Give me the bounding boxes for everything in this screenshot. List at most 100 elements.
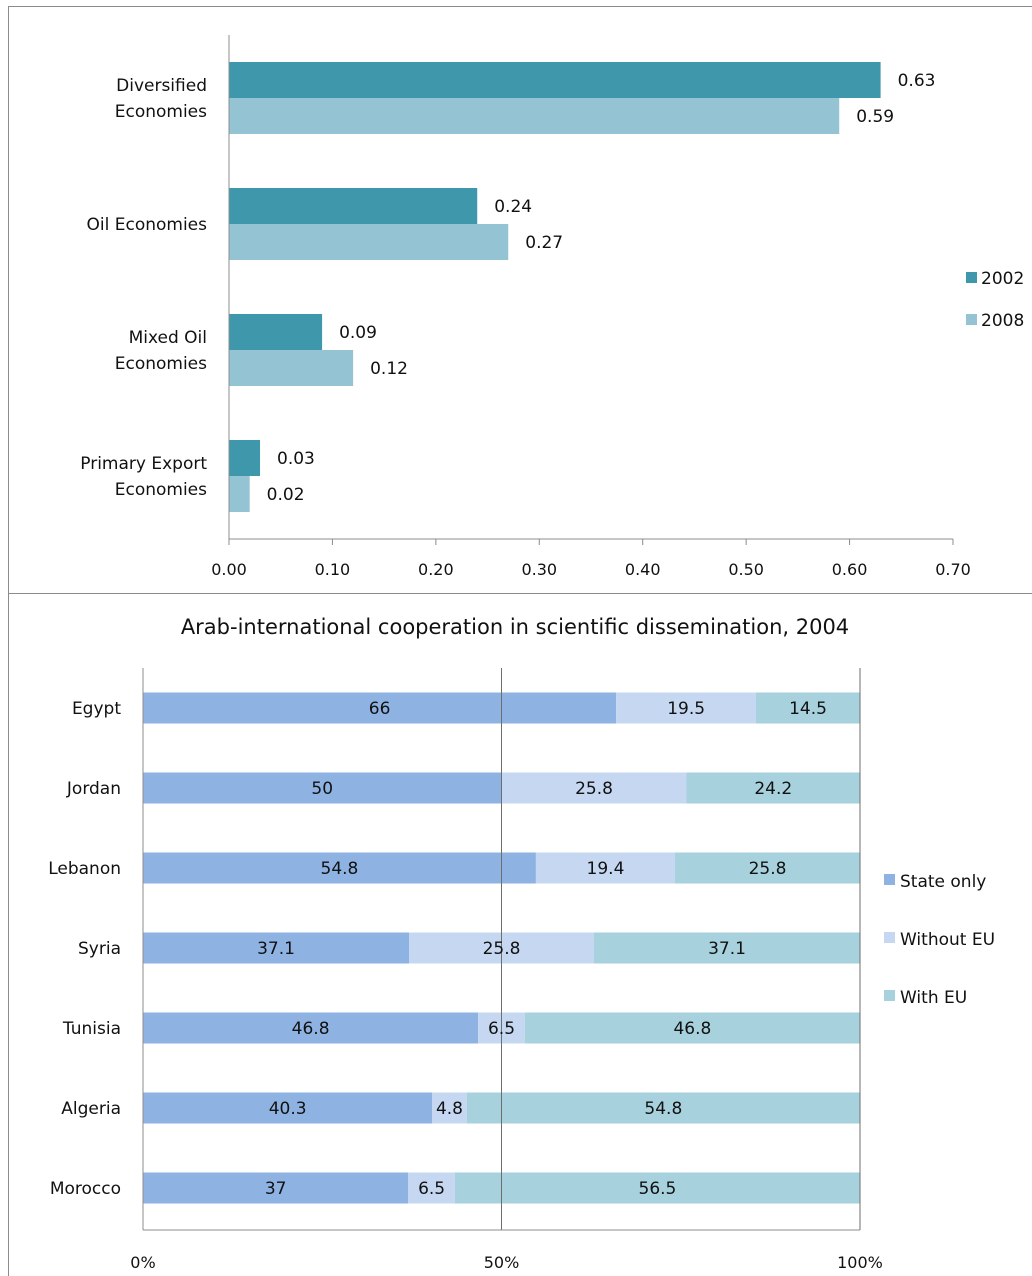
data-label-primary-export-economies-2008: 0.02 <box>267 485 305 505</box>
legend-label-2008: 2008 <box>981 311 1024 331</box>
data-label-morocco-state-only: 37 <box>265 1179 287 1199</box>
bar-diversified-economies-2008 <box>229 98 840 134</box>
category-label-tunisia: Tunisia <box>62 1019 121 1039</box>
chart1-data-labels: 0.630.59 0.24 0.27 0.09 0.12 0.03 0.02 <box>267 71 936 505</box>
cooperation-stacked-chart: Arab-international cooperation in scient… <box>48 615 995 1272</box>
bar-lebanon-without-eu <box>535 852 676 884</box>
data-label-primary-export-economies-2002: 0.03 <box>277 449 315 469</box>
x-tick-label-0: 0.00 <box>211 560 247 579</box>
bar-syria-state-only <box>143 932 410 964</box>
bar-tunisia-state-only <box>143 1012 479 1044</box>
data-label-mixed-oil-economies-2002: 0.09 <box>339 323 377 343</box>
bar-egypt-with-eu <box>756 692 860 724</box>
legend-swatch-state-only <box>884 874 895 885</box>
bar-algeria-without-eu <box>432 1092 467 1124</box>
data-label-lebanon-with-eu: 25.8 <box>749 859 787 879</box>
bar-primary-export-economies-2008 <box>229 476 250 512</box>
category-label-algeria: Algeria <box>61 1099 121 1119</box>
category-label-syria: Syria <box>78 939 121 959</box>
bar-syria-with-eu <box>593 932 860 964</box>
bar-jordan-with-eu <box>686 772 860 804</box>
economies-bar-chart: 0.00 0.10 0.20 0.30 0.40 0.50 0.60 0.70 Diversi… <box>80 35 1024 579</box>
bar-algeria-with-eu <box>466 1092 860 1124</box>
legend-label-without-eu: Without EU <box>900 930 995 950</box>
data-label-morocco-without-eu: 6.5 <box>418 1179 445 1199</box>
category-label-oil-economies-line-1: Oil Economies <box>87 215 208 235</box>
bar-oil-economies-2008 <box>229 224 509 260</box>
data-label-oil-economies-2002: 0.24 <box>494 197 532 217</box>
data-label-oil-economies-2008: 0.27 <box>525 233 563 253</box>
bar-diversified-economies-2002 <box>229 62 881 98</box>
bar-algeria-state-only <box>143 1092 433 1124</box>
data-label-lebanon-without-eu: 19.4 <box>587 859 625 879</box>
legend-label-with-eu: With EU <box>900 988 967 1008</box>
x-tick-label-5: 0.50 <box>728 560 764 579</box>
data-label-tunisia-with-eu: 46.8 <box>673 1019 711 1039</box>
data-label-egypt-state-only: 66 <box>369 699 391 719</box>
bar-lebanon-state-only <box>143 852 536 884</box>
category-label-primary-export-economies-line-2: Economies <box>115 480 207 500</box>
legend-swatch-2002 <box>966 272 977 283</box>
x-tick-label-1: 0.10 <box>315 560 351 579</box>
data-label-syria-with-eu: 37.1 <box>708 939 746 959</box>
data-label-mixed-oil-economies-2008: 0.12 <box>370 359 408 379</box>
bar-jordan-without-eu <box>501 772 687 804</box>
data-label-jordan-state-only: 50 <box>311 779 333 799</box>
data-label-egypt-without-eu: 19.5 <box>667 699 705 719</box>
category-label-mixed-oil-economies-line-1: Mixed Oil <box>129 328 207 348</box>
chart2-legend: State only Without EU With EU <box>884 872 995 1008</box>
bar-lebanon-with-eu <box>675 852 860 884</box>
bar-egypt-without-eu <box>616 692 757 724</box>
category-label-morocco: Morocco <box>50 1179 121 1199</box>
x-tick-label-2: 0.20 <box>418 560 454 579</box>
data-label-diversified-economies-2008: 0.59 <box>856 107 894 127</box>
data-label-tunisia-state-only: 46.8 <box>292 1019 330 1039</box>
chart2-x-ticks: 0% 50% 100% <box>130 1253 883 1272</box>
data-label-lebanon-state-only: 54.8 <box>321 859 359 879</box>
bar-morocco-state-only <box>143 1172 409 1204</box>
legend-swatch-2008 <box>966 314 977 325</box>
bar-oil-economies-2002 <box>229 188 478 224</box>
bar-primary-export-economies-2002 <box>229 440 261 476</box>
data-label-egypt-with-eu: 14.5 <box>789 699 827 719</box>
bar-jordan-state-only <box>143 772 502 804</box>
category-label-primary-export-economies-line-1: Primary Export <box>80 454 207 474</box>
x-tick-label-1: 50% <box>484 1253 520 1272</box>
category-label-diversified-economies-line-1: Diversified <box>116 76 207 96</box>
data-label-jordan-with-eu: 24.2 <box>754 779 792 799</box>
bar-mixed-oil-economies-2002 <box>229 314 323 350</box>
data-label-syria-state-only: 37.1 <box>257 939 295 959</box>
bar-tunisia-with-eu <box>524 1012 860 1044</box>
x-tick-label-2: 100% <box>837 1253 883 1272</box>
chart1-bars <box>229 62 881 512</box>
data-label-algeria-with-eu: 54.8 <box>644 1099 682 1119</box>
chart2-bars <box>143 692 860 1204</box>
data-label-diversified-economies-2002: 0.63 <box>898 71 936 91</box>
legend-label-2002: 2002 <box>981 269 1024 289</box>
category-label-egypt: Egypt <box>72 699 121 719</box>
x-tick-label-7: 0.70 <box>935 560 971 579</box>
data-label-syria-without-eu: 25.8 <box>483 939 521 959</box>
chart1-x-ticks: 0.00 0.10 0.20 0.30 0.40 0.50 0.60 0.70 <box>211 539 971 579</box>
data-label-jordan-without-eu: 25.8 <box>575 779 613 799</box>
chart2-title: Arab-international cooperation in scient… <box>181 615 849 639</box>
chart1-legend: 2002 2008 <box>966 269 1024 331</box>
data-label-algeria-without-eu: 4.8 <box>436 1099 463 1119</box>
chart1-category-labels: Diversified Economies Oil Economies Mixed O… <box>80 76 207 500</box>
chart2-category-labels: Egypt Jordan Lebanon Syria Tunisia Algeria Mor… <box>48 699 121 1199</box>
bar-morocco-without-eu <box>408 1172 455 1204</box>
legend-swatch-without-eu <box>884 932 895 943</box>
category-label-jordan: Jordan <box>66 779 121 799</box>
category-label-mixed-oil-economies-line-2: Economies <box>115 354 207 374</box>
x-tick-label-6: 0.60 <box>832 560 868 579</box>
bar-mixed-oil-economies-2008 <box>229 350 354 386</box>
category-label-diversified-economies-line-2: Economies <box>115 102 207 122</box>
legend-swatch-with-eu <box>884 990 895 1001</box>
data-label-tunisia-without-eu: 6.5 <box>488 1019 515 1039</box>
x-tick-label-4: 0.40 <box>625 560 661 579</box>
bottom-chart-frame <box>8 593 1032 1276</box>
data-label-algeria-state-only: 40.3 <box>269 1099 307 1119</box>
chart2-gridlines <box>501 668 861 1230</box>
legend-label-state-only: State only <box>900 872 986 892</box>
